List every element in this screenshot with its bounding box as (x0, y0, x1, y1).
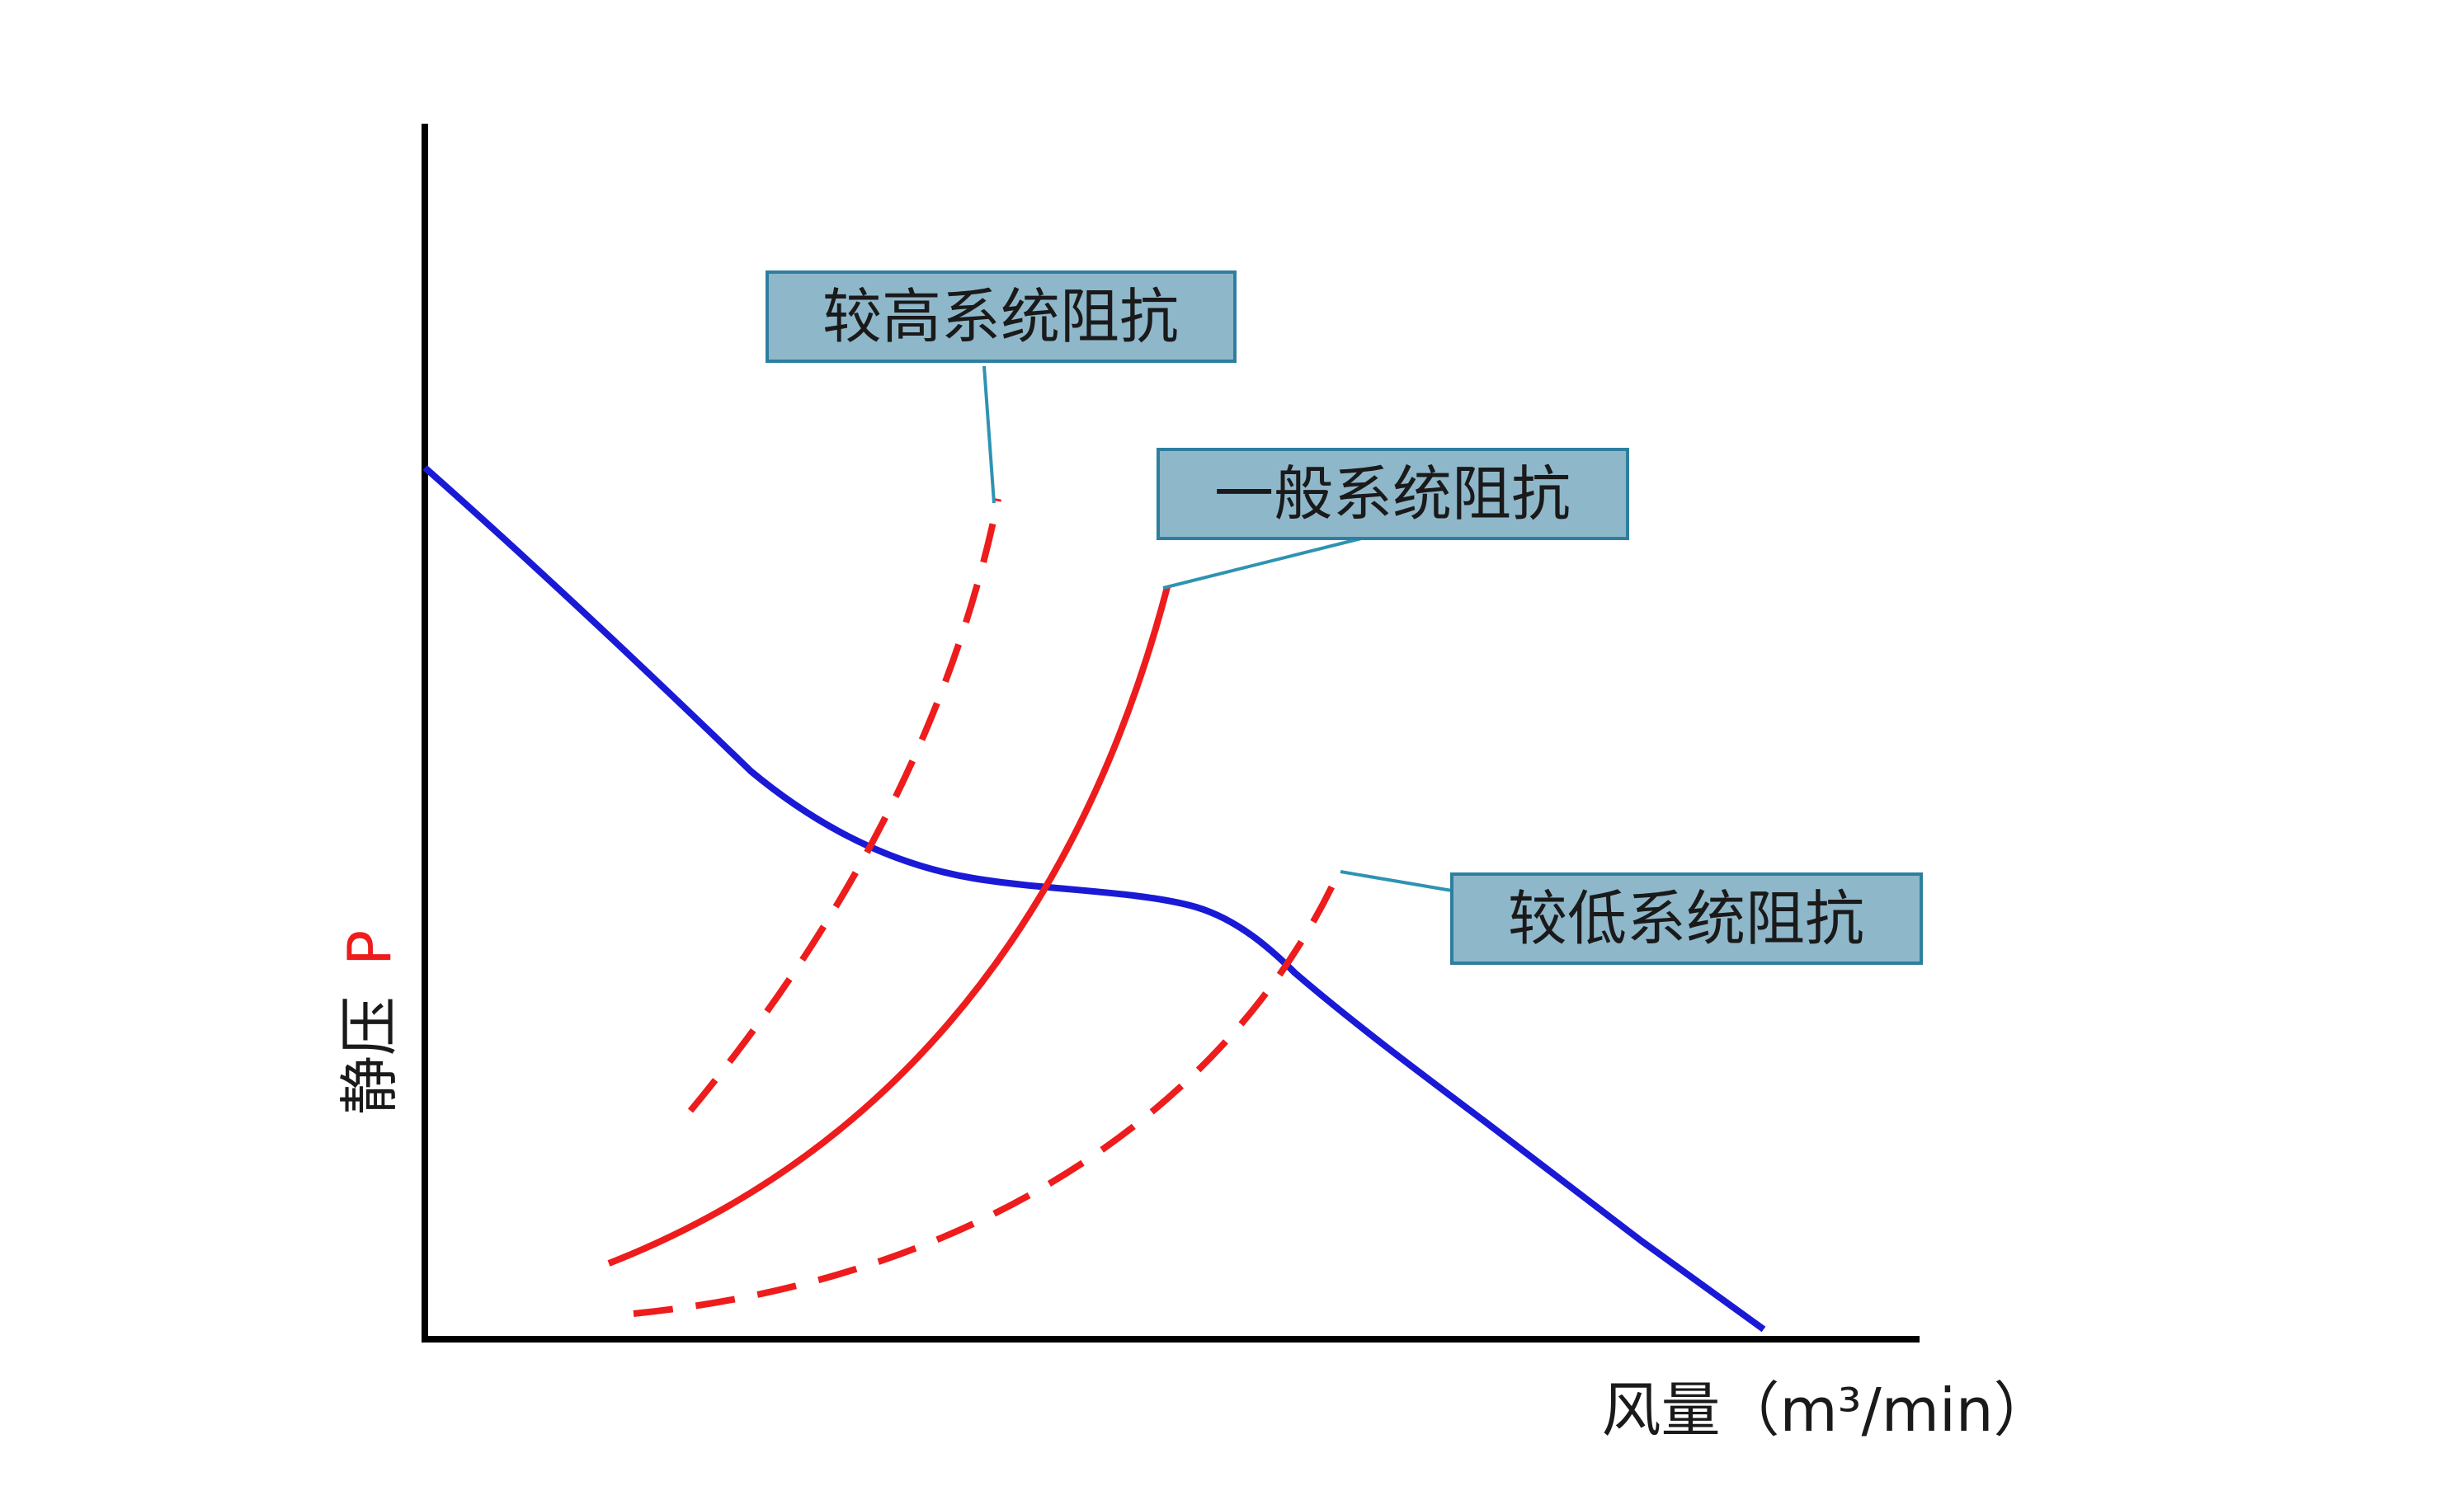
fan-pressure-curve (422, 465, 1766, 1333)
high-resistance-curve (687, 498, 1001, 1113)
label-normal-text: 一般系统阻抗 (1214, 459, 1571, 529)
normal-resistance-curve (607, 585, 1171, 1267)
svg-text:静压 P: 静压 P (335, 930, 404, 1115)
x-axis-label: 风量（m³/min） (1601, 1375, 2052, 1445)
label-high-resistance: 较高系统阻抗 (766, 270, 1237, 363)
label-low-text: 较低系统阻抗 (1508, 884, 1864, 953)
y-axis-label-cn: 静压 (335, 996, 404, 1115)
label-high-text: 较高系统阻抗 (822, 282, 1179, 351)
label-normal-resistance: 一般系统阻抗 (1157, 448, 1629, 540)
leader-line-high (982, 365, 996, 504)
low-resistance-curve (633, 867, 1344, 1317)
label-low-resistance: 较低系统阻抗 (1450, 872, 1923, 965)
leader-line-low (1340, 870, 1453, 892)
leader-line-normal (1162, 537, 1362, 590)
y-axis-label: 静压 P (335, 930, 404, 1115)
y-axis-label-symbol: P (335, 930, 404, 966)
